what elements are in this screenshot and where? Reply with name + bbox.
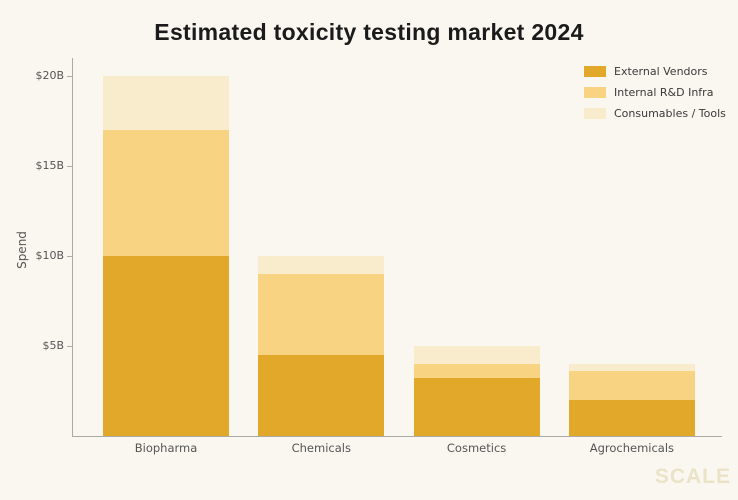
bar-segment-biopharma-consumables-tools	[103, 76, 229, 130]
y-tick-label-20b: $20B	[35, 69, 64, 82]
x-tick-label-biopharma: Biopharma	[134, 441, 198, 455]
y-tick-mark-5b	[67, 345, 72, 347]
legend-label-internal-rd-infra: Internal R&D Infra	[614, 85, 714, 99]
x-tick-label-chemicals: Chemicals	[291, 441, 351, 455]
y-tick-label-15b: $15B	[35, 159, 64, 172]
bar-segment-biopharma-external-vendors	[103, 256, 229, 436]
y-tick-label-5b: $5B	[42, 339, 64, 352]
scale-watermark: SCALE	[654, 465, 731, 488]
bar-segment-agrochemicals-internal-r-d-infra	[568, 371, 695, 400]
legend-item-external-vendors: External Vendors	[584, 64, 726, 78]
bar-segment-agrochemicals-external-vendors	[568, 400, 695, 436]
bar-segment-biopharma-internal-r-d-infra	[103, 130, 229, 256]
legend: External Vendors Internal R&D Infra Cons…	[584, 65, 726, 128]
y-tick-mark-10b	[67, 255, 72, 257]
bar-segment-cosmetics-internal-r-d-infra	[413, 364, 540, 378]
bar-segment-chemicals-external-vendors	[258, 355, 385, 436]
y-tick-label-10b: $10B	[35, 249, 64, 262]
y-tick-mark-20b	[67, 75, 72, 77]
x-axis-line	[72, 436, 722, 437]
legend-item-internal-rd-infra: Internal R&D Infra	[584, 85, 726, 99]
bar-segment-chemicals-consumables-tools	[258, 256, 385, 274]
legend-label-consumables-tools: Consumables / Tools	[614, 106, 726, 120]
legend-swatch-external-vendors-icon	[584, 65, 606, 77]
bar-segment-chemicals-internal-r-d-infra	[258, 274, 385, 355]
legend-item-consumables-tools: Consumables / Tools	[584, 106, 726, 120]
bar-segment-cosmetics-consumables-tools	[413, 346, 540, 364]
bar-segment-cosmetics-external-vendors	[413, 377, 540, 436]
legend-swatch-consumables-tools-icon	[584, 107, 606, 119]
y-tick-mark-15b	[67, 165, 72, 167]
legend-swatch-internal-rd-infra-icon	[584, 86, 606, 98]
legend-label-external-vendors: External Vendors	[614, 64, 708, 78]
x-tick-label-agrochemicals: Agrochemicals	[589, 441, 675, 455]
chart-title: Estimated toxicity testing market 2024	[154, 19, 584, 45]
x-tick-label-cosmetics: Cosmetics	[446, 441, 507, 455]
bar-segment-agrochemicals-consumables-tools	[568, 364, 695, 372]
y-axis-line	[72, 58, 73, 437]
